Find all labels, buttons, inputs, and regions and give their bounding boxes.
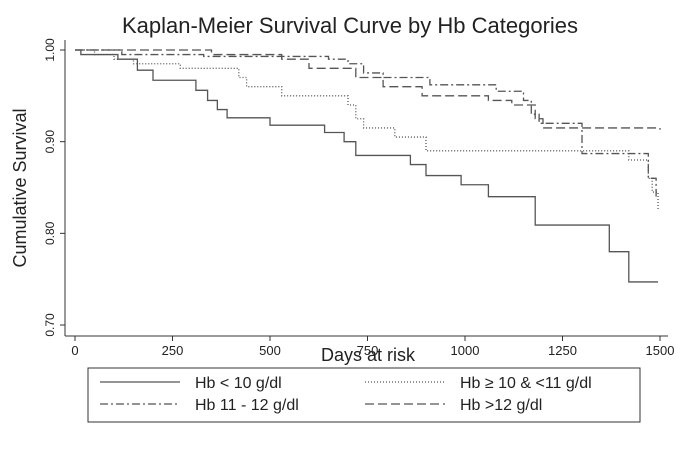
x-axis-label: Days at risk xyxy=(321,345,416,365)
x-tick-label: 0 xyxy=(71,343,78,358)
survival-curve xyxy=(75,49,657,197)
y-tick-label: 0.80 xyxy=(43,221,57,245)
x-tick-label: 500 xyxy=(259,343,281,358)
legend-label: Hb >12 g/dl xyxy=(460,397,542,414)
legend-box xyxy=(87,367,641,423)
survival-curve xyxy=(75,49,659,283)
x-tick-label: 1250 xyxy=(548,343,577,358)
x-tick-label: 250 xyxy=(162,343,184,358)
chart-title: Kaplan-Meier Survival Curve by Hb Catego… xyxy=(122,13,578,38)
x-tick-label: 750 xyxy=(357,343,379,358)
x-tick-label: 1000 xyxy=(451,343,480,358)
legend-label: Hb 11 - 12 g/dl xyxy=(195,397,299,414)
y-tick-label: 0.90 xyxy=(43,130,57,154)
y-tick-label: 1.00 xyxy=(43,38,57,62)
survival-curve xyxy=(75,49,661,130)
legend-label: Hb ≥ 10 & <11 g/dl xyxy=(460,375,592,392)
legend-label: Hb < 10 g/dl xyxy=(195,375,282,392)
y-tick-label: 0.70 xyxy=(43,313,57,337)
y-axis-label: Cumulative Survival xyxy=(10,108,30,267)
x-tick-label: 1500 xyxy=(646,343,675,358)
survival-curve xyxy=(75,49,659,211)
